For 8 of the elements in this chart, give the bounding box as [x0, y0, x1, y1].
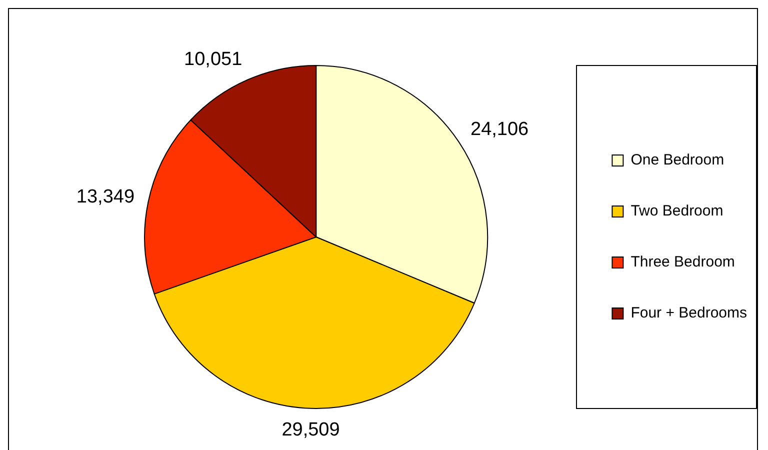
- legend-label: Two Bedroom: [630, 202, 724, 220]
- legend-label: Four + Bedrooms: [630, 304, 748, 322]
- legend-label: One Bedroom: [630, 152, 724, 169]
- legend-label: Three Bedroom: [630, 254, 735, 271]
- data-label: 13,349: [76, 186, 135, 208]
- data-label: 24,106: [470, 118, 529, 140]
- data-label: 29,509: [282, 420, 340, 441]
- data-label: 10,051: [184, 48, 242, 70]
